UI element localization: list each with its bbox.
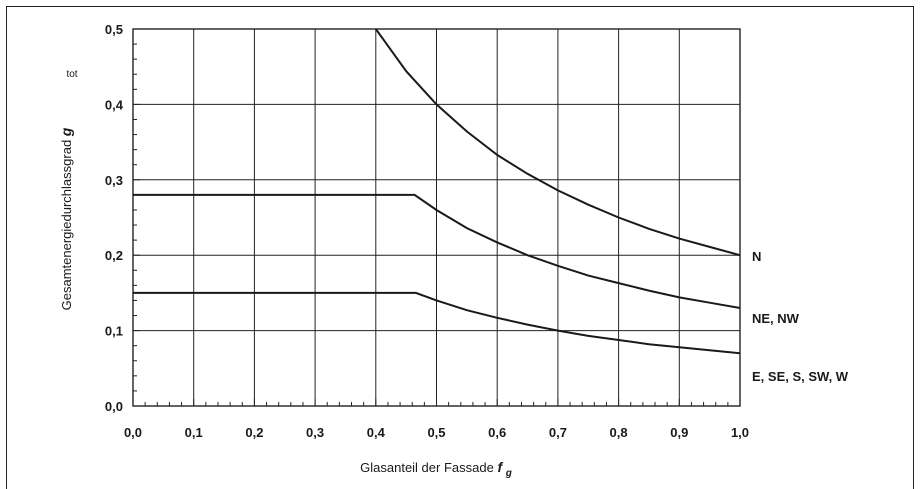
y-tick-label: 0,1 (105, 324, 123, 339)
figure-frame (6, 6, 914, 489)
x-tick-label: 0,2 (245, 425, 263, 440)
y-tick-label: 0,2 (105, 248, 123, 263)
x-tick-label: 0,8 (610, 425, 628, 440)
y-tick-labels: 0,0 0,1 0,2 0,3 0,4 0,5 (105, 22, 124, 414)
y-tick-label: 0,0 (105, 399, 123, 414)
x-tick-label: 0,1 (185, 425, 203, 440)
series-label: E, SE, S, SW, W (752, 369, 849, 384)
series-group (133, 28, 741, 355)
x-tick-label: 0,5 (427, 425, 445, 440)
x-tick-label: 0,4 (367, 425, 386, 440)
x-tick-label: 0,7 (549, 425, 567, 440)
x-tick-labels: 0,0 0,1 0,2 0,3 0,4 0,5 0,6 0,7 0,8 0,9 1,0 (124, 425, 749, 440)
y-tick-label: 0,3 (105, 173, 123, 188)
series-label: NE, NW (752, 311, 800, 326)
grid (133, 29, 740, 406)
plot-area (132, 28, 741, 407)
series-line (133, 291, 741, 355)
series-line (133, 193, 741, 309)
series-labels: N NE, NW E, SE, S, SW, W (752, 249, 849, 384)
series-label: N (752, 249, 761, 264)
series-line (374, 28, 741, 257)
x-tick-label: 0,6 (488, 425, 506, 440)
x-tick-label: 0,9 (670, 425, 688, 440)
x-axis-title: Glasanteil der Fassade f g (360, 459, 512, 479)
plot-border (132, 28, 741, 407)
y-axis-title: Gesamtenergiedurchlassgrad g (58, 127, 74, 310)
y-axis-title-subscript: tot (66, 69, 77, 80)
x-tick-label: 1,0 (731, 425, 749, 440)
y-tick-label: 0,4 (105, 97, 124, 112)
y-tick-label: 0,5 (105, 22, 123, 37)
x-tick-label: 0,3 (306, 425, 324, 440)
x-tick-label: 0,0 (124, 425, 142, 440)
